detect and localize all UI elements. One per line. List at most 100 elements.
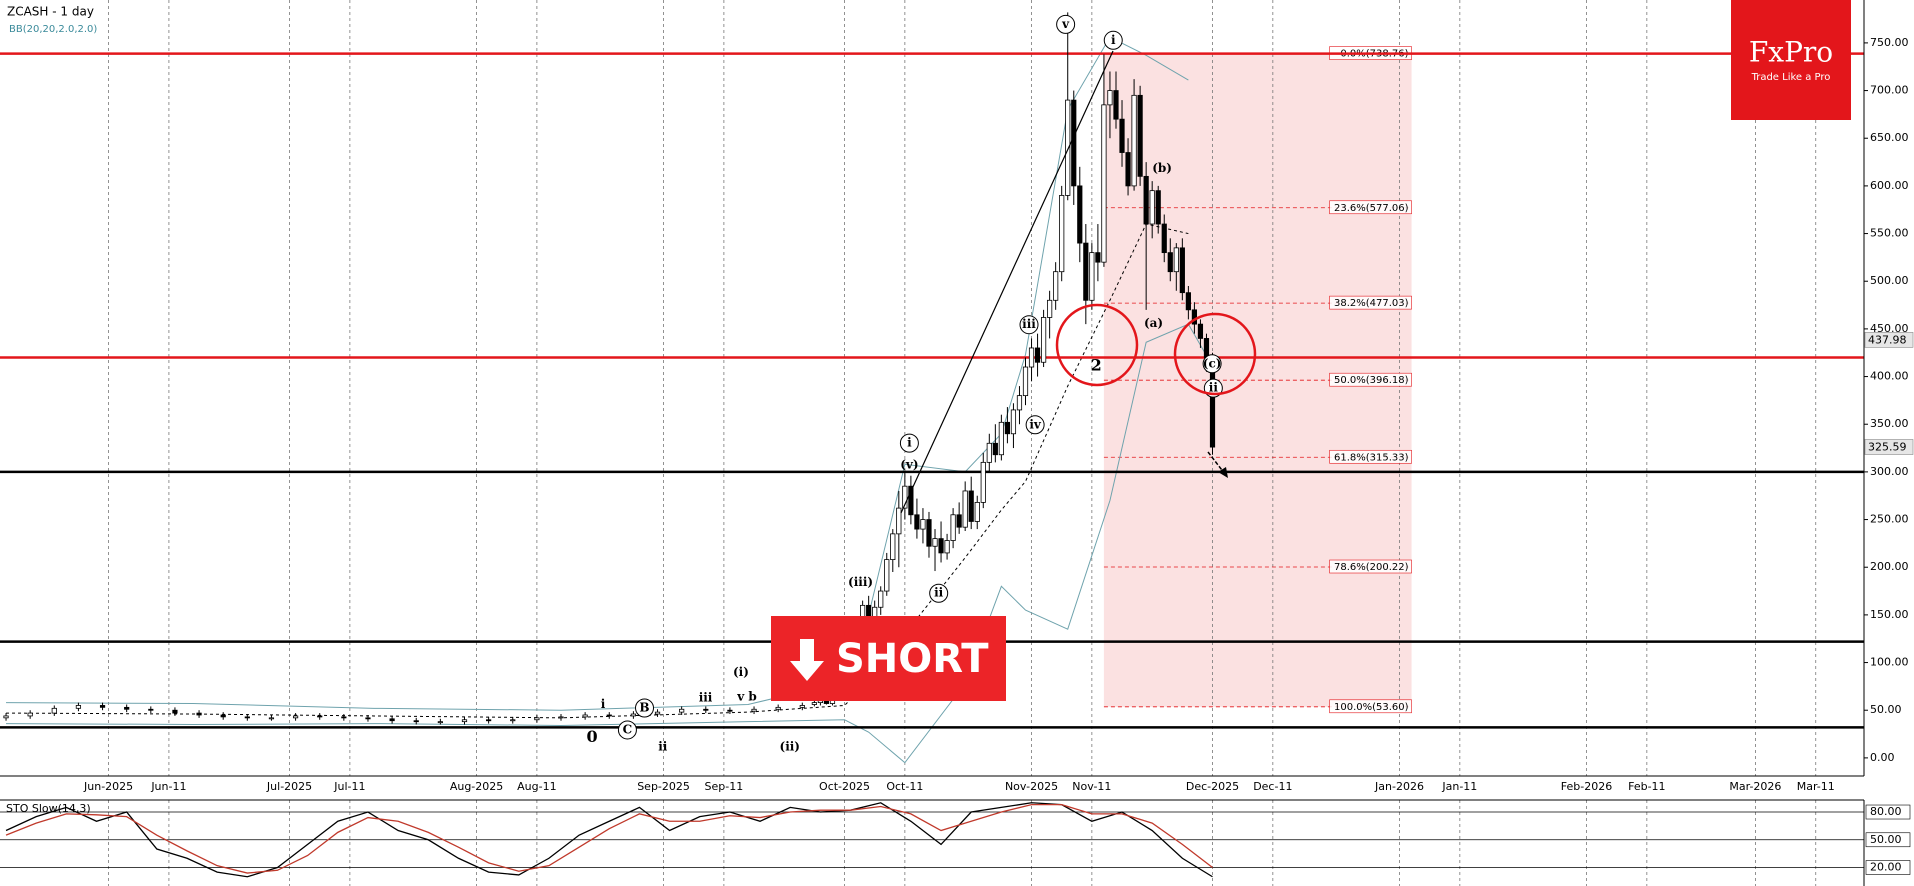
x-tick-label: Dec-11 [1253, 780, 1292, 793]
bollinger-upper [6, 36, 1189, 711]
trend-line [900, 50, 1114, 514]
price-label-box [1864, 332, 1914, 348]
down-arrow-icon [790, 639, 824, 681]
overlay: ZCASH - 1 day BB(20,20,2.0,2.0) STO Slow… [6, 0, 1851, 815]
y-tick-label: 450.00 [1870, 322, 1909, 335]
candle-body [172, 709, 178, 714]
candle-body [1113, 90, 1119, 120]
x-tick-label: Sep-11 [705, 780, 744, 793]
oscillator-title: STO Slow(14,3) [6, 802, 91, 815]
candle-body [365, 717, 371, 720]
y-tick-label: 250.00 [1870, 513, 1909, 526]
logo-tagline: Trade Like a Pro [1751, 72, 1831, 83]
candle-body [1167, 252, 1173, 273]
candle-body [751, 708, 757, 712]
x-tick-label: Feb-11 [1628, 780, 1665, 793]
candle-body [1071, 99, 1077, 187]
indicator-label: BB(20,20,2.0,2.0) [9, 24, 97, 35]
y-tick-label: 300.00 [1870, 465, 1909, 478]
candle-body [1022, 366, 1029, 397]
candle-body [986, 442, 992, 463]
candle-body [926, 519, 932, 547]
candle-body [1083, 242, 1089, 301]
candle-body [908, 485, 914, 516]
candle-body [1034, 347, 1041, 363]
y-tick-label: 80.00 [1870, 805, 1902, 818]
candle-body [890, 533, 896, 560]
candle-body [341, 716, 347, 719]
x-tick-label: Jan-2026 [1374, 780, 1424, 793]
wave-label: (a) [1144, 316, 1163, 330]
candle-body [878, 590, 884, 608]
wave-circle [929, 583, 949, 603]
wave-label: (c) [1203, 356, 1222, 370]
wave-circle [1019, 315, 1039, 335]
candle-body [932, 538, 938, 547]
candle-body [461, 719, 468, 723]
candle-body [727, 709, 733, 712]
fib-label-box [1329, 699, 1412, 714]
candle-body [389, 718, 395, 722]
wave-label: (ii) [780, 740, 800, 754]
fib-label-box [1329, 200, 1412, 215]
candle-body [1149, 190, 1155, 225]
candle-body [1179, 247, 1185, 294]
candle-body [703, 708, 709, 711]
candle-body [437, 721, 443, 724]
wave-label: (b) [1152, 161, 1172, 175]
candle-body [1137, 94, 1143, 177]
candle-body [1053, 271, 1059, 301]
fib-label-box [1329, 295, 1412, 310]
x-tick-label: Dec-2025 [1186, 780, 1239, 793]
candle-body [1203, 338, 1210, 358]
fib-label-box [1329, 449, 1412, 464]
wave-circle [635, 698, 655, 718]
candle-body [268, 717, 275, 720]
candle-body [510, 719, 516, 722]
candle-body [1131, 94, 1137, 187]
oscillator-line [5, 803, 1213, 874]
wave-label: i [907, 436, 912, 450]
candle-body [1065, 99, 1071, 196]
wave-label: C [623, 722, 633, 736]
x-tick-label: Jul-11 [333, 780, 365, 793]
fib-label: 50.0%(396.18) [1334, 375, 1409, 386]
candle-body [799, 705, 805, 708]
candle-body [679, 708, 685, 713]
wave-label: ii [934, 586, 944, 600]
candle-body [1197, 323, 1204, 339]
wave-circle [1056, 14, 1076, 34]
tick-label-box [1865, 832, 1911, 848]
candle-body [866, 604, 872, 618]
fib-label: 61.8%(315.33) [1334, 452, 1409, 463]
price-label-box [1864, 439, 1914, 455]
x-tick-label: Mar-11 [1797, 780, 1835, 793]
fib-label: 38.2%(477.03) [1334, 298, 1409, 309]
arrow-head [1218, 467, 1228, 478]
y-tick-label: 400.00 [1870, 370, 1909, 383]
x-tick-label: Oct-11 [886, 780, 923, 793]
candle-body [884, 559, 890, 592]
fib-label-box [1329, 372, 1412, 387]
wave-circle [1202, 354, 1222, 374]
x-tick-label: Sep-2025 [637, 780, 690, 793]
x-tick-label: Oct-2025 [819, 780, 870, 793]
y-tick-label: 350.00 [1870, 417, 1909, 430]
x-tick-label: Jun-11 [150, 780, 186, 793]
y-tick-label: 50.00 [1870, 703, 1902, 716]
candle-body [1040, 317, 1047, 363]
y-tick-label: 150.00 [1870, 608, 1909, 621]
chart-title: ZCASH - 1 day [7, 5, 94, 19]
candle-body [486, 719, 492, 722]
candle-body [950, 514, 956, 541]
wave-circle [1025, 415, 1045, 435]
oscillator-line [5, 802, 1213, 878]
fib-label-box [1329, 559, 1412, 574]
wave-circle [1103, 30, 1123, 50]
candle-body [1161, 223, 1167, 254]
candle-body [956, 514, 962, 528]
bollinger-lower [6, 323, 1213, 764]
candle-body [1010, 409, 1017, 435]
highlight-circle [1055, 303, 1139, 387]
